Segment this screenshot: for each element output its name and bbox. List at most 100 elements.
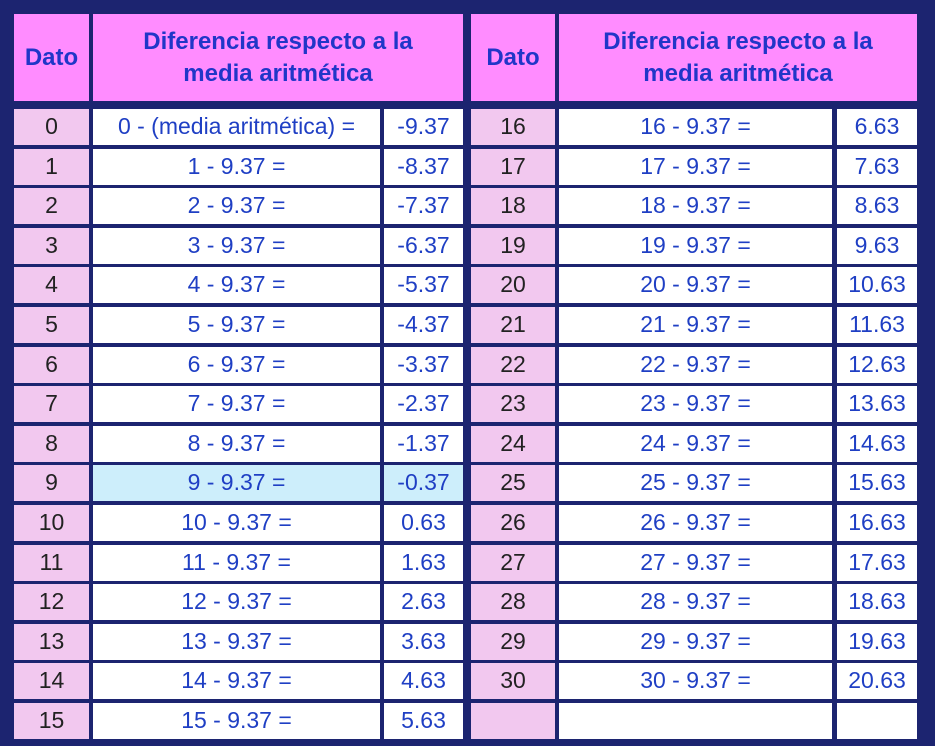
dato-cell: 23 xyxy=(471,386,555,423)
dato-cell: 22 xyxy=(471,346,555,383)
dato-cell: 29 xyxy=(471,623,555,660)
result-cell: 7.63 xyxy=(837,148,917,185)
expression-cell: 22 - 9.37 = xyxy=(559,346,832,383)
header-diferencia: Diferencia respecto a la media aritmétic… xyxy=(93,14,463,101)
dato-cell: 20 xyxy=(471,267,555,304)
result-cell: -5.37 xyxy=(384,267,463,304)
expression-cell xyxy=(559,703,832,739)
result-cell: 6.63 xyxy=(837,109,917,145)
expression-cell: 16 - 9.37 = xyxy=(559,109,832,145)
result-cell: -0.37 xyxy=(384,465,463,502)
dato-cell: 14 xyxy=(14,663,89,700)
dato-cell: 7 xyxy=(14,386,89,423)
expression-cell: 9 - 9.37 = xyxy=(93,465,380,502)
expression-cell: 24 - 9.37 = xyxy=(559,425,832,462)
expression-cell: 1 - 9.37 = xyxy=(93,148,380,185)
dato-cell: 4 xyxy=(14,267,89,304)
result-cell: -9.37 xyxy=(384,109,463,145)
result-cell: -7.37 xyxy=(384,188,463,225)
dato-cell: 24 xyxy=(471,425,555,462)
expression-cell: 4 - 9.37 = xyxy=(93,267,380,304)
dato-cell: 21 xyxy=(471,307,555,343)
result-cell: -1.37 xyxy=(384,425,463,462)
expression-cell: 8 - 9.37 = xyxy=(93,425,380,462)
dato-cell: 5 xyxy=(14,307,89,343)
result-cell: 16.63 xyxy=(837,505,917,541)
expression-cell: 0 - (media aritmética) = xyxy=(93,109,380,145)
expression-cell: 21 - 9.37 = xyxy=(559,307,832,343)
dato-cell: 11 xyxy=(14,544,89,581)
result-cell: 18.63 xyxy=(837,584,917,621)
result-cell xyxy=(837,703,917,739)
expression-cell: 28 - 9.37 = xyxy=(559,584,832,621)
expression-cell: 3 - 9.37 = xyxy=(93,227,380,264)
result-cell: 5.63 xyxy=(384,703,463,739)
result-cell: 10.63 xyxy=(837,267,917,304)
dato-cell: 13 xyxy=(14,623,89,660)
result-cell: 13.63 xyxy=(837,386,917,423)
expression-cell: 19 - 9.37 = xyxy=(559,227,832,264)
expression-cell: 30 - 9.37 = xyxy=(559,663,832,700)
expression-cell: 2 - 9.37 = xyxy=(93,188,380,225)
dato-cell: 0 xyxy=(14,109,89,145)
result-cell: 15.63 xyxy=(837,465,917,502)
dato-cell: 27 xyxy=(471,544,555,581)
dato-cell: 9 xyxy=(14,465,89,502)
dato-cell: 16 xyxy=(471,109,555,145)
expression-cell: 7 - 9.37 = xyxy=(93,386,380,423)
dato-cell: 1 xyxy=(14,148,89,185)
result-cell: 8.63 xyxy=(837,188,917,225)
result-cell: 0.63 xyxy=(384,505,463,541)
result-cell: 17.63 xyxy=(837,544,917,581)
dato-cell: 6 xyxy=(14,346,89,383)
dato-cell xyxy=(471,703,555,739)
result-cell: 20.63 xyxy=(837,663,917,700)
expression-cell: 12 - 9.37 = xyxy=(93,584,380,621)
dato-cell: 19 xyxy=(471,227,555,264)
dato-cell: 12 xyxy=(14,584,89,621)
dato-cell: 2 xyxy=(14,188,89,225)
header-dato: Dato xyxy=(471,14,555,101)
dato-cell: 8 xyxy=(14,425,89,462)
dato-cell: 15 xyxy=(14,703,89,739)
expression-cell: 17 - 9.37 = xyxy=(559,148,832,185)
expression-cell: 15 - 9.37 = xyxy=(93,703,380,739)
expression-cell: 25 - 9.37 = xyxy=(559,465,832,502)
expression-cell: 26 - 9.37 = xyxy=(559,505,832,541)
header-diferencia: Diferencia respecto a la media aritmétic… xyxy=(559,14,917,101)
expression-cell: 27 - 9.37 = xyxy=(559,544,832,581)
header-dato: Dato xyxy=(14,14,89,101)
dato-cell: 17 xyxy=(471,148,555,185)
expression-cell: 14 - 9.37 = xyxy=(93,663,380,700)
dato-cell: 10 xyxy=(14,505,89,541)
result-cell: 2.63 xyxy=(384,584,463,621)
dato-cell: 25 xyxy=(471,465,555,502)
result-cell: -4.37 xyxy=(384,307,463,343)
dato-cell: 18 xyxy=(471,188,555,225)
expression-cell: 11 - 9.37 = xyxy=(93,544,380,581)
result-cell: -6.37 xyxy=(384,227,463,264)
dato-cell: 28 xyxy=(471,584,555,621)
expression-cell: 6 - 9.37 = xyxy=(93,346,380,383)
dato-cell: 30 xyxy=(471,663,555,700)
result-cell: -3.37 xyxy=(384,346,463,383)
expression-cell: 5 - 9.37 = xyxy=(93,307,380,343)
result-cell: 9.63 xyxy=(837,227,917,264)
result-cell: 3.63 xyxy=(384,623,463,660)
result-cell: 19.63 xyxy=(837,623,917,660)
expression-cell: 13 - 9.37 = xyxy=(93,623,380,660)
result-cell: 11.63 xyxy=(837,307,917,343)
dato-cell: 3 xyxy=(14,227,89,264)
result-cell: -8.37 xyxy=(384,148,463,185)
expression-cell: 20 - 9.37 = xyxy=(559,267,832,304)
dato-cell: 26 xyxy=(471,505,555,541)
result-cell: 4.63 xyxy=(384,663,463,700)
result-cell: 1.63 xyxy=(384,544,463,581)
result-cell: -2.37 xyxy=(384,386,463,423)
result-cell: 12.63 xyxy=(837,346,917,383)
expression-cell: 18 - 9.37 = xyxy=(559,188,832,225)
expression-cell: 29 - 9.37 = xyxy=(559,623,832,660)
expression-cell: 23 - 9.37 = xyxy=(559,386,832,423)
result-cell: 14.63 xyxy=(837,425,917,462)
